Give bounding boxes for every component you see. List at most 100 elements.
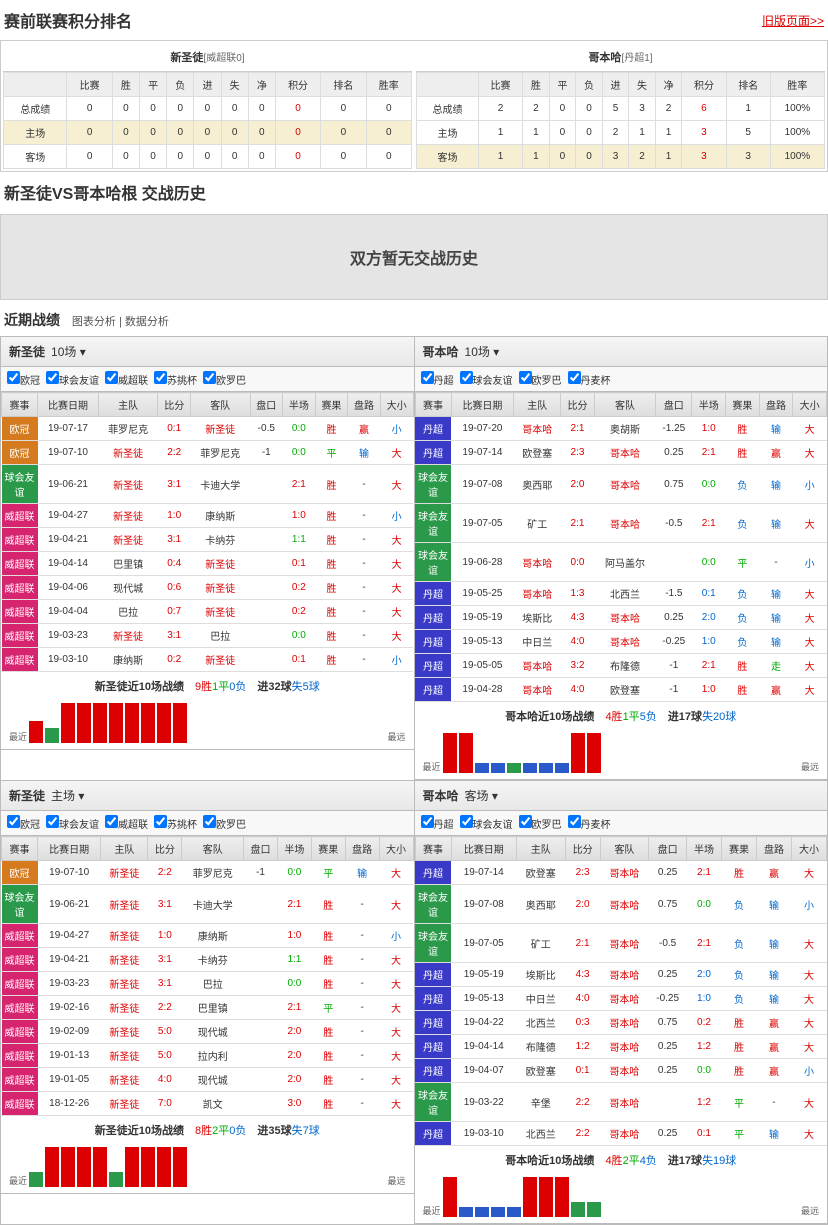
match-col: 大小 [380,393,413,417]
match-row[interactable]: 丹超 19-05-13 中日兰 4:0 哥本哈 -0.25 1:0 负 输 大 [415,987,827,1011]
match-count-select[interactable]: 客场 ▾ [465,789,498,803]
match-row[interactable]: 威超联 19-02-16 新圣徒 2:2 巴里镇 2:1 平 - 大 [2,996,414,1020]
match-row[interactable]: 球会友谊 19-07-08 奥西耶 2:0 哥本哈 0.75 0:0 负 输 小 [415,885,827,924]
filter-checkbox[interactable]: 欧罗巴 [519,376,562,387]
match-row[interactable]: 丹超 19-07-14 欧登塞 2:3 哥本哈 0.25 2:1 胜 赢 大 [415,861,827,885]
standings-row: 主场110021135100% [417,121,825,145]
history-title: 新圣徒VS哥本哈根 交战历史 [0,172,828,212]
match-row[interactable]: 威超联 19-04-06 现代城 0:6 新圣徒 0:2 胜 - 大 [2,576,414,600]
match-row[interactable]: 丹超 19-05-05 哥本哈 3:2 布隆德 -1 2:1 胜 走 大 [415,654,827,678]
match-col: 比分 [148,837,182,861]
match-col: 赛事 [2,837,38,861]
result-bars: 最近最远 [415,730,828,780]
filter-checkbox[interactable]: 威超联 [105,376,148,387]
filter-checkbox[interactable]: 苏挑杯 [154,820,197,831]
recent-header: 哥本哈10场 ▾ [415,337,828,367]
summary-text: 新圣徒近10场战绩 8胜2平0负 进35球失7球 [1,1116,414,1144]
match-col: 赛事 [415,837,451,861]
match-col: 盘口 [244,837,278,861]
standings-table: 新圣徒[威超联0]比赛胜平负进失净积分排名胜率总成绩0000000000主场00… [0,40,828,172]
match-row[interactable]: 威超联 19-04-21 新圣徒 3:1 卡纳芬 1:1 胜 - 大 [2,948,414,972]
filter-checkbox[interactable]: 丹麦杯 [568,820,611,831]
col-header: 比赛 [478,73,522,97]
filter-checkbox[interactable]: 欧冠 [7,820,40,831]
col-header: 负 [576,73,603,97]
match-row[interactable]: 威超联 19-02-09 新圣徒 5:0 现代城 2:0 胜 - 大 [2,1020,414,1044]
match-count-select[interactable]: 10场 ▾ [465,345,500,359]
filter-checkbox[interactable]: 球会友谊 [460,820,513,831]
match-col: 客队 [594,393,655,417]
match-col: 赛果 [721,837,756,861]
match-row[interactable]: 欧冠 19-07-10 新圣徒 2:2 菲罗尼克 -1 0:0 平 输 大 [2,441,414,465]
match-count-select[interactable]: 主场 ▾ [51,789,84,803]
match-col: 盘路 [759,393,793,417]
team-header: 哥本哈[丹超1] [416,43,825,72]
match-row[interactable]: 欧冠 19-07-17 菲罗尼克 0:1 新圣徒 -0.5 0:0 胜 赢 小 [2,417,414,441]
match-row[interactable]: 丹超 19-05-13 中日兰 4:0 哥本哈 -0.25 1:0 负 输 大 [415,630,827,654]
match-row[interactable]: 球会友谊 19-06-21 新圣徒 3:1 卡迪大学 2:1 胜 - 大 [2,885,414,924]
match-row[interactable]: 威超联 19-01-05 新圣徒 4:0 现代城 2:0 胜 - 大 [2,1068,414,1092]
old-version-link[interactable]: 旧版页面>> [762,12,824,29]
match-row[interactable]: 丹超 19-03-10 北西兰 2:2 哥本哈 0.25 0:1 平 输 大 [415,1122,827,1146]
match-row[interactable]: 丹超 19-05-25 哥本哈 1:3 北西兰 -1.5 0:1 负 输 大 [415,582,827,606]
col-header: 积分 [682,73,726,97]
match-row[interactable]: 威超联 19-04-14 巴里镇 0:4 新圣徒 0:1 胜 - 大 [2,552,414,576]
match-row[interactable]: 丹超 19-04-22 北西兰 0:3 哥本哈 0.75 0:2 胜 赢 大 [415,1011,827,1035]
standings-row: 总成绩220053261100% [417,97,825,121]
match-row[interactable]: 威超联 19-03-23 新圣徒 3:1 巴拉 0:0 胜 - 大 [2,624,414,648]
match-col: 盘口 [649,837,687,861]
filter-checkbox[interactable]: 球会友谊 [46,820,99,831]
filter-row: 欧冠球会友谊威超联苏挑杯欧罗巴 [1,811,414,836]
match-row[interactable]: 球会友谊 19-07-05 矿工 2:1 哥本哈 -0.5 2:1 负 输 大 [415,924,827,963]
filter-checkbox[interactable]: 球会友谊 [46,376,99,387]
match-row[interactable]: 威超联 18-12-26 新圣徒 7:0 凯文 3:0 胜 - 大 [2,1092,414,1116]
col-header: 失 [629,73,656,97]
col-header: 比赛 [67,73,112,97]
match-row[interactable]: 威超联 19-04-27 新圣徒 1:0 康纳斯 1:0 胜 - 小 [2,504,414,528]
recent-subtitle[interactable]: 图表分析 | 数据分析 [72,316,169,328]
filter-checkbox[interactable]: 欧罗巴 [519,820,562,831]
match-row[interactable]: 丹超 19-04-28 哥本哈 4:0 欧登塞 -1 1:0 胜 赢 大 [415,678,827,702]
filter-checkbox[interactable]: 丹超 [421,376,454,387]
match-row[interactable]: 丹超 19-04-14 布隆德 1:2 哥本哈 0.25 1:2 胜 赢 大 [415,1035,827,1059]
match-row[interactable]: 威超联 19-03-23 新圣徒 3:1 巴拉 0:0 胜 - 大 [2,972,414,996]
match-col: 大小 [379,837,413,861]
col-header: 进 [194,73,221,97]
col-header: 平 [549,73,576,97]
match-row[interactable]: 丹超 19-05-19 埃斯比 4:3 哥本哈 0.25 2:0 负 输 大 [415,963,827,987]
filter-checkbox[interactable]: 欧冠 [7,376,40,387]
match-row[interactable]: 球会友谊 19-06-28 哥本哈 0:0 阿马盖尔 0:0 平 - 小 [415,543,827,582]
match-row[interactable]: 威超联 19-03-10 康纳斯 0:2 新圣徒 0:1 胜 - 小 [2,648,414,672]
match-row[interactable]: 丹超 19-04-07 欧登塞 0:1 哥本哈 0.25 0:0 胜 赢 小 [415,1059,827,1083]
match-row[interactable]: 威超联 19-04-27 新圣徒 1:0 康纳斯 1:0 胜 - 小 [2,924,414,948]
filter-checkbox[interactable]: 丹麦杯 [568,376,611,387]
summary-text: 哥本哈近10场战绩 4胜2平4负 进17球失19球 [415,1146,828,1174]
filter-checkbox[interactable]: 欧罗巴 [203,820,246,831]
match-row[interactable]: 威超联 19-04-21 新圣徒 3:1 卡纳芬 1:1 胜 - 大 [2,528,414,552]
match-row[interactable]: 球会友谊 19-03-22 辛堡 2:2 哥本哈 1:2 平 - 大 [415,1083,827,1122]
col-header: 胜率 [366,73,411,97]
match-row[interactable]: 丹超 19-07-14 欧登塞 2:3 哥本哈 0.25 2:1 胜 赢 大 [415,441,827,465]
filter-checkbox[interactable]: 欧罗巴 [203,376,246,387]
filter-row: 丹超球会友谊欧罗巴丹麦杯 [415,367,828,392]
standings-row: 总成绩0000000000 [4,97,412,121]
col-header: 排名 [321,73,366,97]
match-row[interactable]: 欧冠 19-07-10 新圣徒 2:2 菲罗尼克 -1 0:0 平 输 大 [2,861,414,885]
filter-checkbox[interactable]: 苏挑杯 [154,376,197,387]
summary-text: 新圣徒近10场战绩 9胜1平0负 进32球失5球 [1,672,414,700]
match-row[interactable]: 丹超 19-05-19 埃斯比 4:3 哥本哈 0.25 2:0 负 输 大 [415,606,827,630]
match-count-select[interactable]: 10场 ▾ [51,345,86,359]
match-row[interactable]: 球会友谊 19-06-21 新圣徒 3:1 卡迪大学 2:1 胜 - 大 [2,465,414,504]
summary-text: 哥本哈近10场战绩 4胜1平5负 进17球失20球 [415,702,828,730]
match-row[interactable]: 威超联 19-01-13 新圣徒 5:0 拉内利 2:0 胜 - 大 [2,1044,414,1068]
filter-checkbox[interactable]: 球会友谊 [460,376,513,387]
filter-checkbox[interactable]: 威超联 [105,820,148,831]
col-header: 胜率 [770,73,824,97]
col-header: 平 [139,73,166,97]
match-row[interactable]: 球会友谊 19-07-08 奥西耶 2:0 哥本哈 0.75 0:0 负 输 小 [415,465,827,504]
filter-checkbox[interactable]: 丹超 [421,820,454,831]
match-row[interactable]: 威超联 19-04-04 巴拉 0:7 新圣徒 0:2 胜 - 大 [2,600,414,624]
match-row[interactable]: 球会友谊 19-07-05 矿工 2:1 哥本哈 -0.5 2:1 负 输 大 [415,504,827,543]
match-col: 比分 [158,393,191,417]
match-row[interactable]: 丹超 19-07-20 哥本哈 2:1 奥胡斯 -1.25 1:0 胜 输 大 [415,417,827,441]
